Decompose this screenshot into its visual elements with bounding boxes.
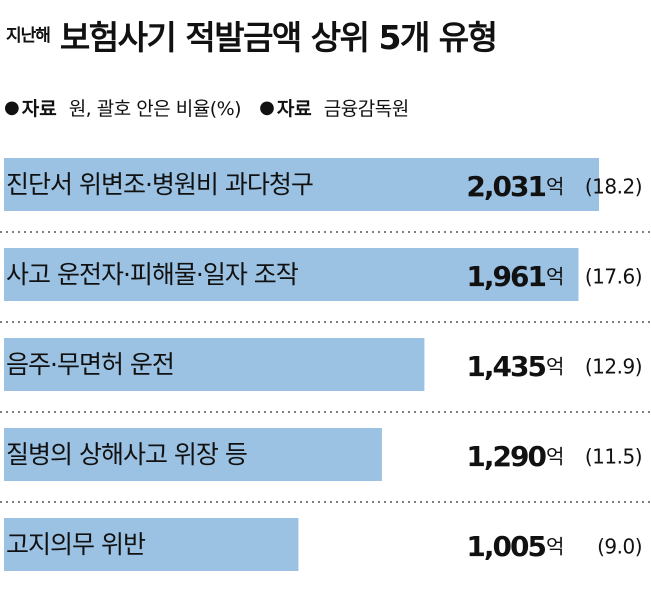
chart-meta: ● 자료 원, 괄호 안은 비율(%) ● 자료 금융감독원: [4, 94, 427, 121]
value-label: 2,031: [466, 170, 545, 203]
percent-label: (9.0): [597, 535, 642, 559]
bar-2: [4, 248, 579, 301]
bullet-icon: ●: [259, 97, 275, 118]
value-label: 1,961: [466, 260, 545, 293]
percent-label: (18.2): [585, 175, 642, 199]
bar-5: [4, 518, 299, 571]
category-label: 고지의무 위반: [6, 530, 146, 559]
bar-4: [4, 428, 382, 481]
percent-label: (17.6): [585, 265, 642, 289]
unit-key: 자료: [21, 98, 57, 120]
value-label: 1,005: [466, 530, 545, 563]
value-unit: 억: [546, 535, 564, 559]
value-label: 1,435: [466, 350, 545, 383]
category-label: 사고 운전자·피해물·일자 조작: [6, 260, 299, 289]
bar-1: [4, 158, 599, 211]
source-value: 금융감독원: [323, 98, 409, 120]
bar-3: [4, 338, 425, 391]
unit-value: 원, 괄호 안은 비율(%): [68, 98, 242, 120]
category-label: 질병의 상해사고 위장 등: [6, 440, 247, 469]
percent-label: (11.5): [585, 445, 642, 469]
page-title: 보험사기 적발금액 상위 5개 유형: [59, 18, 498, 57]
title-prefix: 지난해: [6, 26, 51, 46]
value-unit: 억: [546, 175, 564, 199]
value-label: 1,290: [466, 440, 546, 473]
value-unit: 억: [546, 265, 564, 289]
category-label: 음주·무면허 운전: [6, 350, 174, 379]
percent-label: (12.9): [585, 355, 642, 379]
value-unit: 억: [546, 355, 564, 379]
source-key: 자료: [276, 98, 312, 120]
bullet-icon: ●: [4, 97, 20, 118]
chart-title-block: 지난해 보험사기 적발금액 상위 5개 유형: [6, 14, 498, 74]
value-unit: 억: [546, 445, 564, 469]
category-label: 진단서 위변조·병원비 과다청구: [6, 170, 313, 199]
